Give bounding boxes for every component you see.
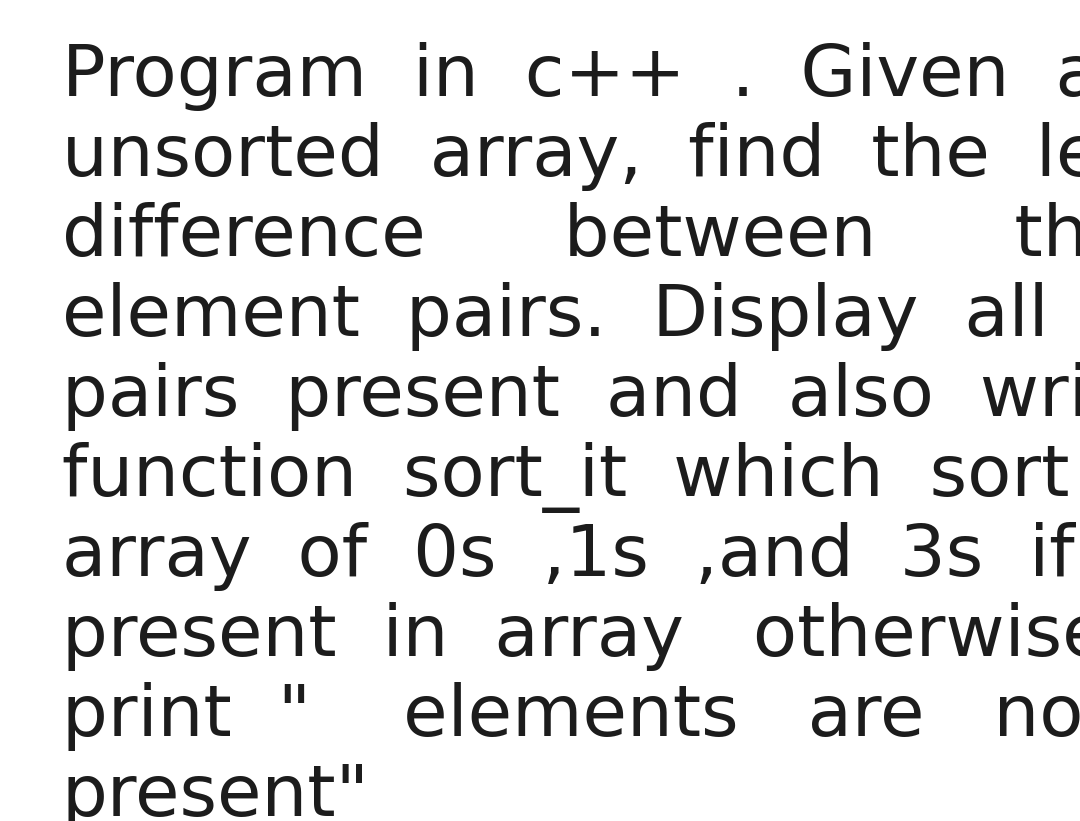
Text: present": present" (62, 762, 370, 821)
Text: present  in  array   otherwise: present in array otherwise (62, 602, 1080, 671)
Text: pairs  present  and  also  write  a: pairs present and also write a (62, 362, 1080, 431)
Text: print  "    elements   are   not: print " elements are not (62, 682, 1080, 751)
Text: Program  in  c++  .  Given  an: Program in c++ . Given an (62, 42, 1080, 111)
Text: unsorted  array,  find  the  least: unsorted array, find the least (62, 122, 1080, 191)
Text: difference      between      the: difference between the (62, 202, 1080, 271)
Text: array  of  0s  ,1s  ,and  3s  if: array of 0s ,1s ,and 3s if (62, 522, 1075, 591)
Text: element  pairs.  Display  all  the: element pairs. Display all the (62, 282, 1080, 351)
Text: function  sort_it  which  sort  an: function sort_it which sort an (62, 442, 1080, 513)
